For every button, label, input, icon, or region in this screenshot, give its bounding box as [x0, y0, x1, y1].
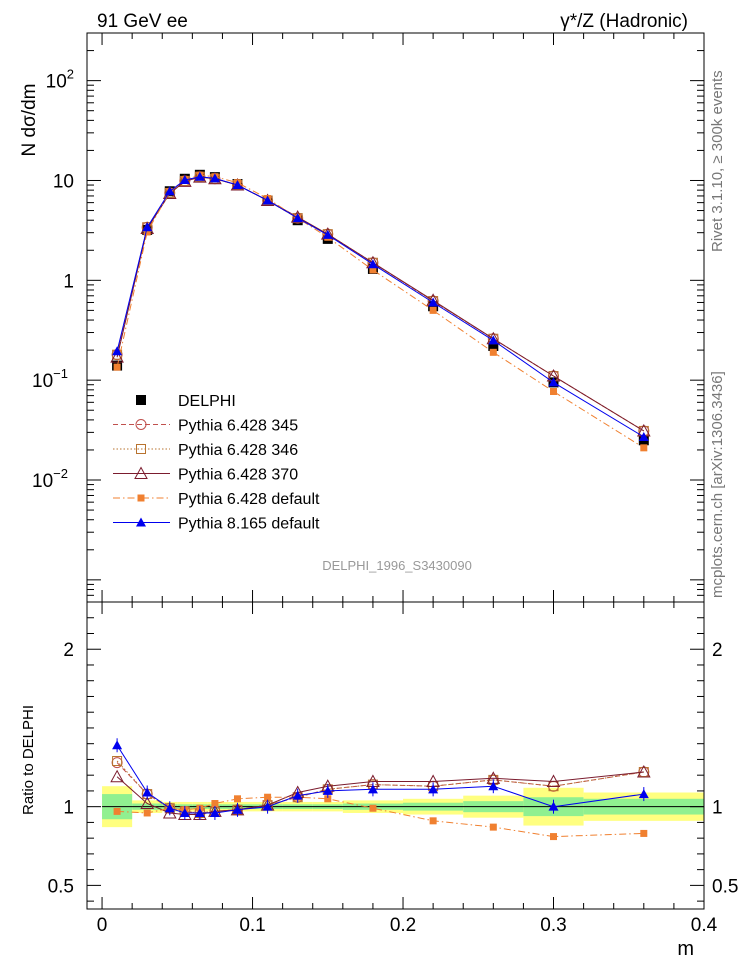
ratio-ytick-label-right: 2 — [712, 640, 723, 661]
data-point-p8 — [209, 173, 220, 183]
data-point-pdef — [264, 793, 272, 801]
main-ytick-label: 1 — [63, 271, 74, 292]
data-point-p370 — [110, 769, 124, 783]
ratio-xtick-label: 0.2 — [390, 915, 416, 936]
data-point-p8 — [179, 175, 190, 185]
side-label-mcplots: mcplots.cern.ch [arXiv:1306.3436] — [709, 371, 726, 598]
ratio-ytick-label-right: 0.5 — [712, 876, 738, 897]
ratio-ytick-label-right: 1 — [712, 798, 723, 819]
data-point-pdef — [113, 363, 121, 371]
data-point-p8 — [164, 186, 175, 196]
legend-label-delphi: DELPHI — [178, 393, 236, 410]
legend-label-p370: Pythia 6.428 370 — [178, 467, 298, 484]
data-point-p370 — [140, 796, 155, 810]
data-point-pdef — [429, 306, 437, 314]
data-point-p8 — [232, 180, 243, 190]
data-point-pdef — [369, 266, 377, 274]
data-point-p370 — [546, 774, 561, 787]
series-p8 — [112, 171, 649, 441]
ratio-xtick-label: 0 — [97, 915, 108, 936]
data-point-pdef — [640, 829, 648, 837]
header-left: 91 GeV ee — [97, 11, 188, 32]
legend: DELPHI Pythia 6.428 345 Pythia 6.428 346 Py… — [113, 393, 320, 533]
data-point-pdef — [324, 795, 332, 803]
ratio-ytick-label: 2 — [63, 640, 74, 661]
main-ytick-label: 10−1 — [32, 366, 68, 392]
main-ytick-label: 10 — [53, 171, 74, 192]
data-point-p8 — [292, 213, 303, 223]
legend-label-p345: Pythia 6.428 345 — [178, 418, 298, 435]
data-point-p345 — [111, 757, 123, 769]
main-axis-ticks: 102 10 1 10−1 10−2 — [32, 32, 705, 603]
ratio-xtick-label: 0.1 — [239, 915, 265, 936]
legend-marker-p8 — [136, 517, 146, 527]
data-point-p370 — [636, 764, 651, 778]
ratio-xtick-label: 0.3 — [540, 915, 566, 936]
data-point-pdef — [143, 809, 151, 817]
ratio-plot-frame — [86, 601, 705, 910]
data-point-p8 — [262, 195, 273, 205]
data-point-pdef — [550, 833, 558, 841]
p8-error-bars — [116, 738, 645, 820]
ratio-ytick-label: 0.5 — [48, 876, 74, 897]
data-point-p370 — [110, 350, 124, 363]
x-axis-label: m — [677, 938, 694, 960]
data-point-pdef — [550, 387, 558, 395]
data-point-p8 — [638, 431, 649, 441]
data-point-p8 — [548, 377, 559, 387]
data-point-pdef — [233, 795, 241, 803]
ratio-xtick-label: 0.4 — [691, 915, 718, 936]
data-point-p346 — [112, 756, 123, 767]
data-point-pdef — [211, 800, 219, 808]
legend-marker-p345 — [135, 419, 147, 430]
legend-marker-delphi — [136, 395, 146, 405]
main-series-layer — [110, 169, 651, 452]
legend-label-p346: Pythia 6.428 346 — [178, 442, 298, 459]
data-point-p370 — [162, 805, 177, 819]
ratio-uncertainty-bands — [102, 786, 704, 828]
data-point-p8 — [488, 335, 499, 345]
data-point-pdef — [489, 823, 497, 831]
legend-label-pdef: Pythia 6.428 default — [178, 491, 320, 508]
data-point-delphi — [488, 340, 499, 351]
data-point-pdef — [640, 444, 648, 452]
legend-label-p8: Pythia 8.165 default — [178, 516, 320, 533]
data-point-p8 — [367, 259, 378, 269]
ratio-ytick-label: 1 — [63, 798, 74, 819]
data-point-p8 — [428, 297, 439, 307]
series-line-p346 — [116, 760, 644, 814]
main-ylabel: N dσ/dm — [19, 84, 40, 157]
data-point-p8 — [194, 171, 205, 181]
ratio-axis-ticks: 0 0.1 0.2 0.3 0.4 0.5 0.5 1 1 2 2 — [48, 602, 738, 936]
legend-marker-p346 — [136, 444, 146, 454]
data-point-pdef — [143, 228, 151, 236]
data-point-pdef — [429, 817, 437, 825]
data-point-p8 — [142, 222, 153, 232]
data-point-pdef — [113, 807, 121, 815]
analysis-watermark: DELPHI_1996_S3430090 — [322, 558, 472, 573]
data-point-p8 — [322, 229, 333, 239]
main-ytick-label: 10−2 — [32, 466, 68, 492]
series-line-pdef — [117, 796, 644, 838]
legend-marker-pdef — [137, 494, 145, 502]
main-ytick-label: 102 — [46, 67, 74, 93]
ratio-series-layer — [110, 738, 651, 841]
ratio-ylabel: Ratio to DELPHI — [20, 705, 37, 815]
legend-marker-p370 — [134, 466, 148, 479]
data-point-pdef — [489, 348, 497, 356]
data-point-pdef — [369, 804, 377, 812]
data-point-p8 — [112, 346, 123, 356]
header-right: γ*/Z (Hadronic) — [560, 11, 688, 32]
side-label-rivet: Rivet 3.1.10, ≥ 300k events — [709, 70, 726, 252]
